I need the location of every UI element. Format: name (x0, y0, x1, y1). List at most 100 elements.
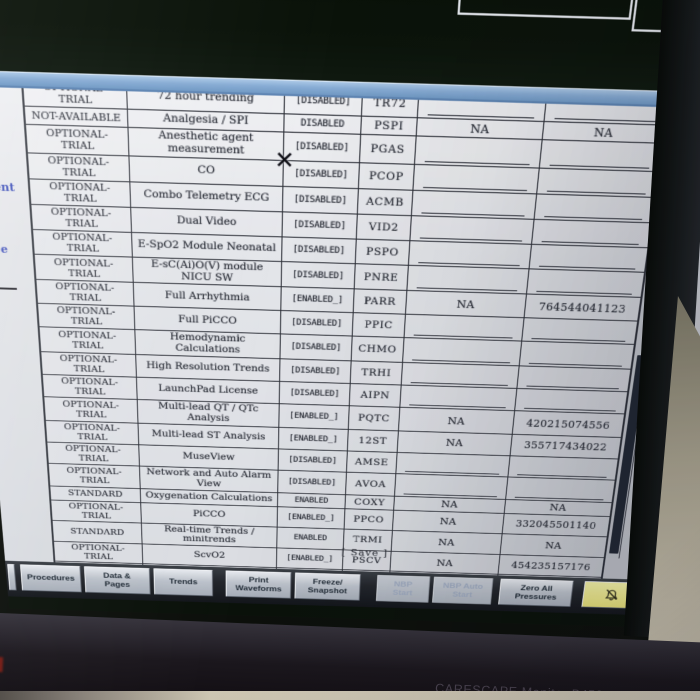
brand-logo-fragment (0, 656, 4, 673)
cell-val2 (530, 245, 648, 272)
cell-state[interactable]: [DISABLED] (280, 311, 354, 336)
cell-code: PARR (353, 289, 408, 315)
cell-val1 (403, 338, 523, 366)
toolbar-button-print-waveforms[interactable]: Print Waveforms (225, 570, 292, 599)
cell-status: OPTIONAL-TRIAL (27, 153, 131, 182)
cell-val1 (400, 385, 518, 411)
cell-val1: NA (390, 551, 501, 575)
touch-cursor-x: ✕ (274, 147, 296, 175)
cell-state[interactable]: ENABLED (277, 492, 346, 508)
cell-state[interactable]: [ENABLED_] (281, 287, 355, 313)
cell-status: OPTIONAL-TRIAL (51, 500, 142, 523)
toolbar-button-procedures[interactable]: Procedures (19, 564, 82, 593)
cell-state[interactable]: [DISABLED] (278, 470, 347, 494)
cell-status: OPTIONAL-TRIAL (39, 327, 137, 355)
blank-entry-line (538, 265, 636, 270)
cell-code: AIPN (349, 384, 402, 407)
cell-code: PGAS (360, 134, 417, 164)
blank-entry-line (546, 190, 646, 195)
cell-name: Multi-lead QT / QTc Analysis (137, 400, 280, 427)
toolbar-button-partial-button[interactable] (7, 563, 17, 591)
cell-code: PSPO (355, 239, 411, 265)
cell-name: Network and Auto Alarm View (139, 466, 279, 492)
cell-state[interactable]: DISABLED (284, 114, 362, 134)
cell-code: AMSE (346, 451, 398, 474)
toolbar-button-freeze-snapshot[interactable]: Freeze/ Snapshot (294, 572, 361, 601)
cell-code: COXY (345, 494, 395, 510)
toolbar-button-trends[interactable]: Trends (152, 568, 214, 597)
cell-val1: NA (392, 510, 505, 534)
cell-name: Full Arrhythmia (133, 283, 282, 311)
cell-state[interactable]: [DISABLED] (279, 382, 351, 406)
cell-val1 (396, 452, 511, 477)
cell-code: TRHI (350, 361, 404, 385)
floor-strip (0, 691, 700, 700)
cell-code: VID2 (356, 214, 412, 240)
cell-status: OPTIONAL-TRIAL (36, 280, 135, 307)
blank-entry-line (418, 261, 520, 266)
cell-val2: 764544041123 (538, 300, 627, 316)
cell-state[interactable]: [ENABLED_] (277, 506, 346, 529)
cell-status: OPTIONAL-TRIAL (47, 442, 140, 466)
cell-val1: NA (416, 118, 545, 140)
blank-entry-line (544, 215, 643, 220)
cell-val2 (506, 477, 615, 502)
blank-entry-line (425, 160, 530, 165)
cell-val2 (540, 140, 662, 171)
toolbar-button-zero-all-pressures[interactable]: Zero All Pressures (498, 578, 575, 607)
cell-state[interactable]: [DISABLED] (280, 359, 352, 384)
cell-state[interactable]: [DISABLED] (283, 132, 362, 162)
blank-entry-line (541, 240, 639, 245)
save-button[interactable]: [ Save ] (341, 547, 389, 559)
cell-val2 (535, 194, 655, 222)
cell-status: OPTIONAL-TRIAL (41, 352, 137, 377)
cell-code: PCOP (358, 162, 415, 190)
blank-entry-line (536, 291, 632, 296)
cell-name: Full PiCCO (134, 307, 282, 334)
cell-val2: NA (593, 125, 615, 140)
cell-name: Hemodynamic Calculations (135, 330, 281, 359)
cell-val1 (407, 265, 530, 294)
cell-val1: NA (391, 530, 503, 555)
cell-val1 (410, 215, 535, 244)
cell-state[interactable]: [DISABLED] (282, 212, 358, 239)
cell-state[interactable]: [ENABLED_] (279, 404, 350, 429)
toolbar-button-nbp-start[interactable]: NBP Start (375, 574, 431, 603)
cell-val2 (520, 342, 634, 369)
cell-val1 (413, 164, 540, 194)
cell-status: OPTIONAL-TRIAL (45, 420, 140, 445)
cell-state[interactable]: [DISABLED] (280, 334, 353, 361)
cell-state[interactable]: [ENABLED_] (278, 427, 349, 451)
cell-name: Multi-lead ST Analysis (138, 423, 280, 449)
blank-entry-line (420, 237, 522, 242)
cell-state[interactable]: [DISABLED] (281, 261, 356, 289)
cell-code: AVOA (346, 472, 397, 496)
blank-entry-line (421, 212, 525, 217)
cell-code: PNRE (354, 263, 409, 291)
cell-status: OPTIONAL-TRIAL (54, 541, 144, 564)
cell-state[interactable]: [DISABLED] (283, 160, 361, 188)
cell-state[interactable]: [DISABLED] (278, 449, 348, 472)
cell-state[interactable]: [DISABLED] (282, 237, 357, 263)
blank-entry-line (428, 114, 534, 119)
toolbar-button-nbp-auto-start[interactable]: NBP Auto Start (431, 576, 494, 605)
blank-entry-line (549, 164, 650, 169)
cell-name: Dual Video (131, 207, 283, 237)
cell-code: PPCO (344, 508, 395, 530)
cell-val1 (401, 363, 520, 389)
cell-val1: NA (397, 431, 513, 456)
cell-name: Real-time Trends / minitrends (141, 523, 278, 548)
cell-state[interactable]: [DISABLED] (282, 186, 359, 214)
cell-val1 (404, 315, 525, 342)
cell-val1: NA (398, 407, 516, 434)
toolbar-button-data-pages[interactable]: Data & Pages (83, 566, 151, 595)
blank-entry-line (423, 186, 527, 191)
bell-crossed-icon (600, 587, 623, 602)
cell-status: OPTIONAL-TRIAL (38, 304, 136, 330)
cell-val2: NA (544, 540, 563, 552)
cell-code: PQTC (348, 406, 401, 431)
patient-type-box: Adult (457, 0, 644, 20)
cell-name: CO (129, 156, 284, 186)
cell-status: OPTIONAL-TRIAL (34, 254, 134, 283)
